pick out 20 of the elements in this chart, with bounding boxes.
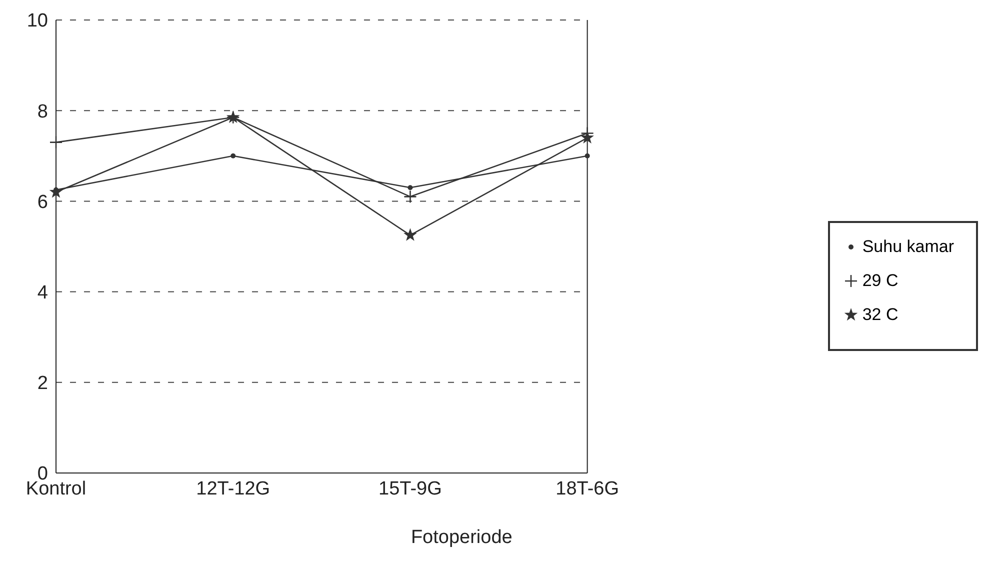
legend-label: Suhu kamar <box>862 236 954 256</box>
x-tick-label: 12T-12G <box>196 478 270 500</box>
point <box>404 228 417 241</box>
point <box>580 130 594 144</box>
x-tick-label: 15T-9G <box>378 478 442 500</box>
y-tick-label: 4 <box>37 282 48 304</box>
point <box>404 190 417 204</box>
y-tick-label: 2 <box>37 373 48 394</box>
x-axis-title: Fotoperiode <box>410 527 512 548</box>
legend-label: 29 C <box>862 270 898 290</box>
point <box>584 153 590 158</box>
y-tick-label: 10 <box>26 10 48 32</box>
point <box>230 153 236 158</box>
point <box>408 185 413 190</box>
y-tick-label: 8 <box>37 101 48 122</box>
x-tick-label: 18T-6G <box>556 478 620 500</box>
y-tick-label: 6 <box>37 192 48 213</box>
point <box>49 136 63 149</box>
legend-label: 32 C <box>862 304 898 324</box>
point <box>49 185 63 198</box>
